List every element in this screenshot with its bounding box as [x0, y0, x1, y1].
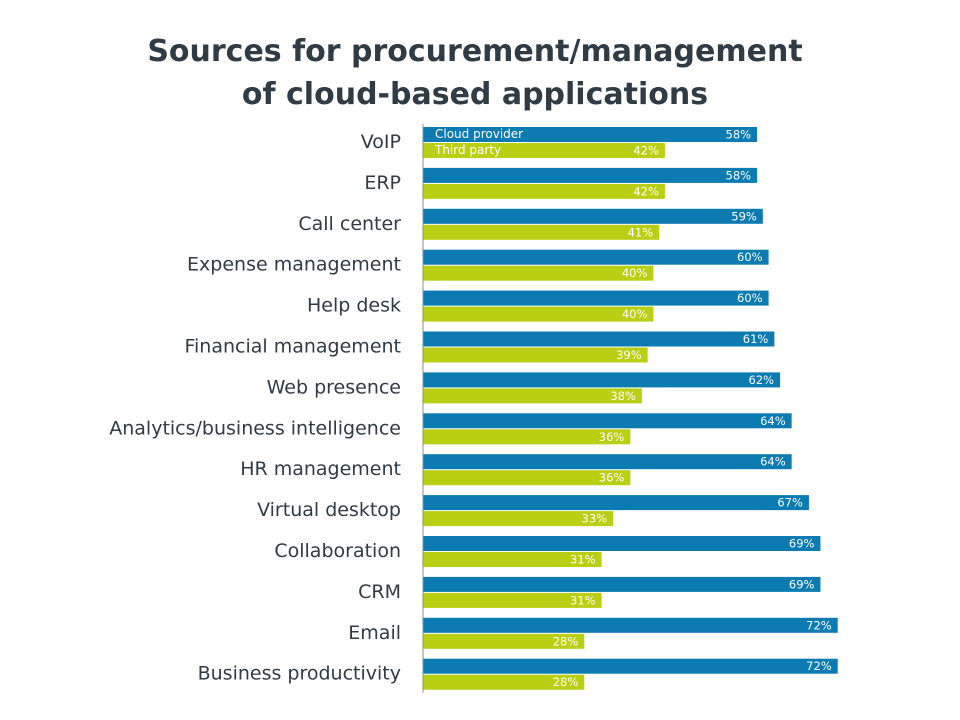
bar-third-party: [423, 511, 614, 527]
bar-cloud-provider: [423, 249, 769, 265]
data-label: 40%: [622, 307, 648, 321]
data-label: 64%: [760, 455, 786, 469]
bar-third-party: [423, 674, 585, 690]
data-label: 67%: [777, 496, 803, 510]
category-label: Virtual desktop: [257, 499, 401, 521]
bar-cloud-provider: [423, 454, 792, 470]
chart-title-line-1: Sources for procurement/management: [147, 34, 803, 69]
data-label: 36%: [599, 471, 625, 485]
data-label: 58%: [726, 168, 752, 182]
category-label: CRM: [358, 581, 401, 603]
category-label: Financial management: [184, 336, 401, 358]
category-label: Collaboration: [274, 540, 401, 562]
category-label: Help desk: [307, 295, 401, 317]
bar-third-party: [423, 429, 631, 445]
category-label: Call center: [298, 213, 401, 235]
bar-cloud-provider: [423, 617, 838, 633]
category-label: Analytics/business intelligence: [109, 417, 401, 439]
bar-cloud-provider: [423, 127, 758, 142]
data-label: 72%: [806, 618, 832, 632]
category-label: Business productivity: [198, 663, 401, 685]
category-label: ERP: [364, 172, 401, 194]
bar-cloud-provider: [423, 208, 763, 224]
bar-third-party: [423, 143, 665, 158]
category-label: VoIP: [361, 131, 401, 153]
data-label: 41%: [628, 225, 654, 239]
data-label: 64%: [760, 414, 786, 428]
data-label: 33%: [582, 512, 608, 526]
category-label: Web presence: [267, 376, 401, 398]
data-label: 39%: [616, 348, 642, 362]
bar-cloud-provider: [423, 413, 792, 429]
chart-title-line-2: of cloud-based applications: [241, 77, 709, 112]
category-label: Email: [348, 622, 401, 644]
data-label: 61%: [743, 332, 769, 346]
bar-third-party: [423, 592, 602, 608]
data-label: 60%: [737, 291, 763, 305]
data-label: 31%: [570, 593, 596, 607]
category-label: Expense management: [187, 254, 401, 276]
bar-cloud-provider: [423, 167, 758, 183]
data-label: 60%: [737, 250, 763, 264]
data-label: 59%: [731, 209, 757, 223]
bar-third-party: [423, 183, 665, 199]
category-label: HR management: [240, 458, 401, 480]
data-label: 69%: [789, 537, 815, 551]
bar-cloud-provider: [423, 536, 821, 551]
bar-cloud-provider: [423, 576, 821, 592]
legend-third-party: Third party: [434, 143, 501, 157]
bar-cloud-provider: [423, 658, 838, 674]
data-label: 28%: [553, 634, 579, 648]
data-label: 28%: [553, 675, 579, 689]
bar-cloud-provider: [423, 495, 809, 511]
bar-cloud-provider: [423, 372, 781, 388]
bar-third-party: [423, 306, 654, 322]
bar-third-party: [423, 224, 660, 240]
data-label: 62%: [749, 373, 775, 387]
bar-third-party: [423, 347, 648, 363]
data-label: 40%: [622, 266, 648, 280]
data-label: 42%: [633, 144, 659, 158]
data-label: 72%: [806, 659, 832, 673]
bar-third-party: [423, 388, 642, 404]
chart-title: Sources for procurement/management of cl…: [0, 30, 950, 116]
data-label: 31%: [570, 553, 596, 567]
bar-third-party: [423, 470, 631, 486]
bar-third-party: [423, 633, 585, 649]
legend-cloud-provider: Cloud provider: [435, 127, 523, 141]
data-label: 38%: [610, 389, 636, 403]
bar-cloud-provider: [423, 290, 769, 306]
data-label: 42%: [633, 184, 659, 198]
data-label: 58%: [726, 128, 752, 142]
bar-third-party: [423, 265, 654, 281]
data-label: 69%: [789, 577, 815, 591]
data-label: 36%: [599, 430, 625, 444]
bar-third-party: [423, 552, 602, 567]
bar-cloud-provider: [423, 331, 775, 347]
